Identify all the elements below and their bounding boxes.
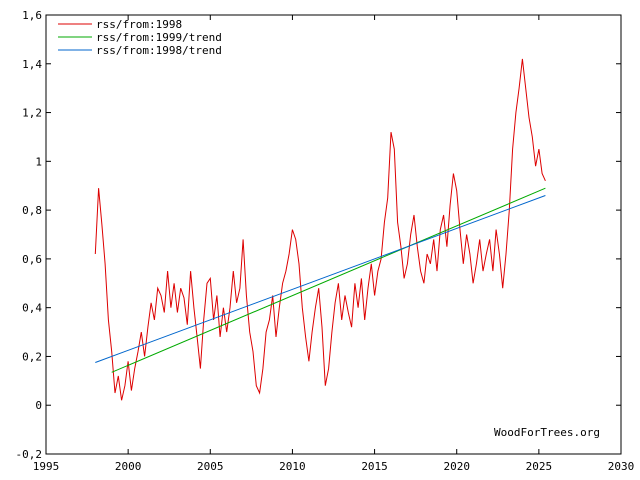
y-tick-label: 0,8 [22, 204, 42, 217]
series-line-0 [94, 58, 546, 401]
x-tick-label: 2005 [197, 460, 224, 473]
y-tick-label: 0,4 [22, 302, 42, 315]
legend-label-0: rss/from:1998 [96, 18, 182, 31]
y-axis: -0,2 0 0,2 0,4 0,6 0,8 1 1,2 1,4 1,6 [16, 9, 621, 461]
legend-label-1: rss/from:1999/trend [96, 31, 222, 44]
plot-frame [45, 14, 622, 455]
y-tick-label: 1,4 [22, 58, 42, 71]
x-tick-label: 2015 [361, 460, 388, 473]
legend-label-2: rss/from:1998/trend [96, 44, 222, 57]
y-tick-label: 0,6 [22, 253, 42, 266]
y-tick-label: 0 [35, 399, 42, 412]
series-line-1 [111, 187, 546, 373]
y-tick-label: 1,2 [22, 107, 42, 120]
x-tick-label: 1995 [33, 460, 60, 473]
series-layer [94, 58, 546, 401]
y-tick-label: 1 [35, 155, 42, 168]
x-tick-label: 2010 [279, 460, 306, 473]
x-axis: 1995 2000 2005 2010 2015 2020 2025 2030 [33, 15, 635, 473]
series-line-2 [95, 195, 546, 363]
y-tick-label: -0,2 [16, 448, 43, 461]
x-tick-label: 2020 [443, 460, 470, 473]
y-tick-label: 1,6 [22, 9, 42, 22]
legend: rss/from:1998rss/from:1999/trendrss/from… [58, 18, 222, 57]
x-tick-label: 2030 [608, 460, 635, 473]
x-tick-label: 2000 [115, 460, 142, 473]
x-tick-label: 2025 [526, 460, 553, 473]
y-tick-label: 0,2 [22, 350, 42, 363]
credit-text: WoodForTrees.org [494, 426, 600, 439]
